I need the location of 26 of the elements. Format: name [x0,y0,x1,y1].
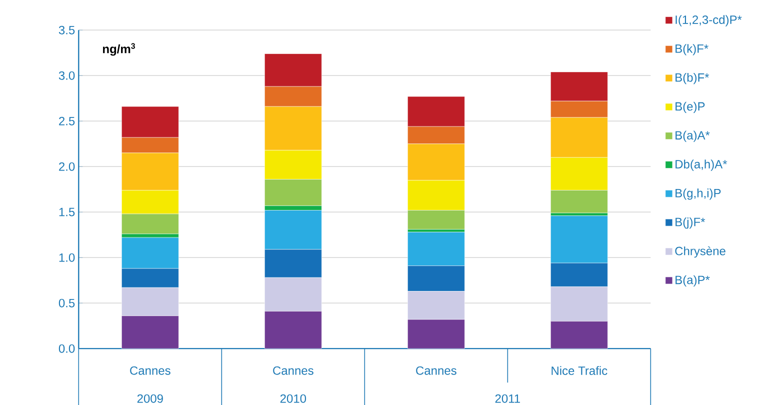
legend-label: B(b)F* [676,72,710,84]
y-tick-label: 3.0 [58,71,75,80]
legend-label: B(a)P* [676,275,710,287]
y-tick-label: 0.5 [58,298,75,308]
x-tick-label: Cannes [130,366,170,375]
x-tick-label: Cannes [416,366,456,375]
y-tick-label: 1.5 [59,208,75,216]
legend-label: B(g,h,i)P [676,188,721,200]
x-tick-label: Cannes [273,366,314,375]
legend-label: Db(a,h)A* [676,160,728,171]
y-tick-label: 0.0 [58,344,75,353]
y-tick-label: 3.5 [58,26,75,34]
legend-label: B(a)A* [676,130,710,142]
y-axis-title: ng/m$^{3}$ [102,43,136,56]
y-tick-label: 2.5 [59,116,75,126]
legend-label: B(j)F* [676,217,706,229]
y-tick-label: 2.0 [59,162,75,171]
legend-label: B(k)F* [676,44,708,56]
y-tick-label: 1.0 [59,253,75,262]
legend-label: I(1,2,3-cd)P* [676,15,742,26]
legend-label: Chrysène [675,246,726,258]
text: 2010 [280,394,306,403]
x-tick-label: Nice Trafic [552,366,608,375]
text: 2011 [495,394,520,403]
text: 2009 [137,394,163,403]
legend-label: B(e)P [676,102,705,114]
